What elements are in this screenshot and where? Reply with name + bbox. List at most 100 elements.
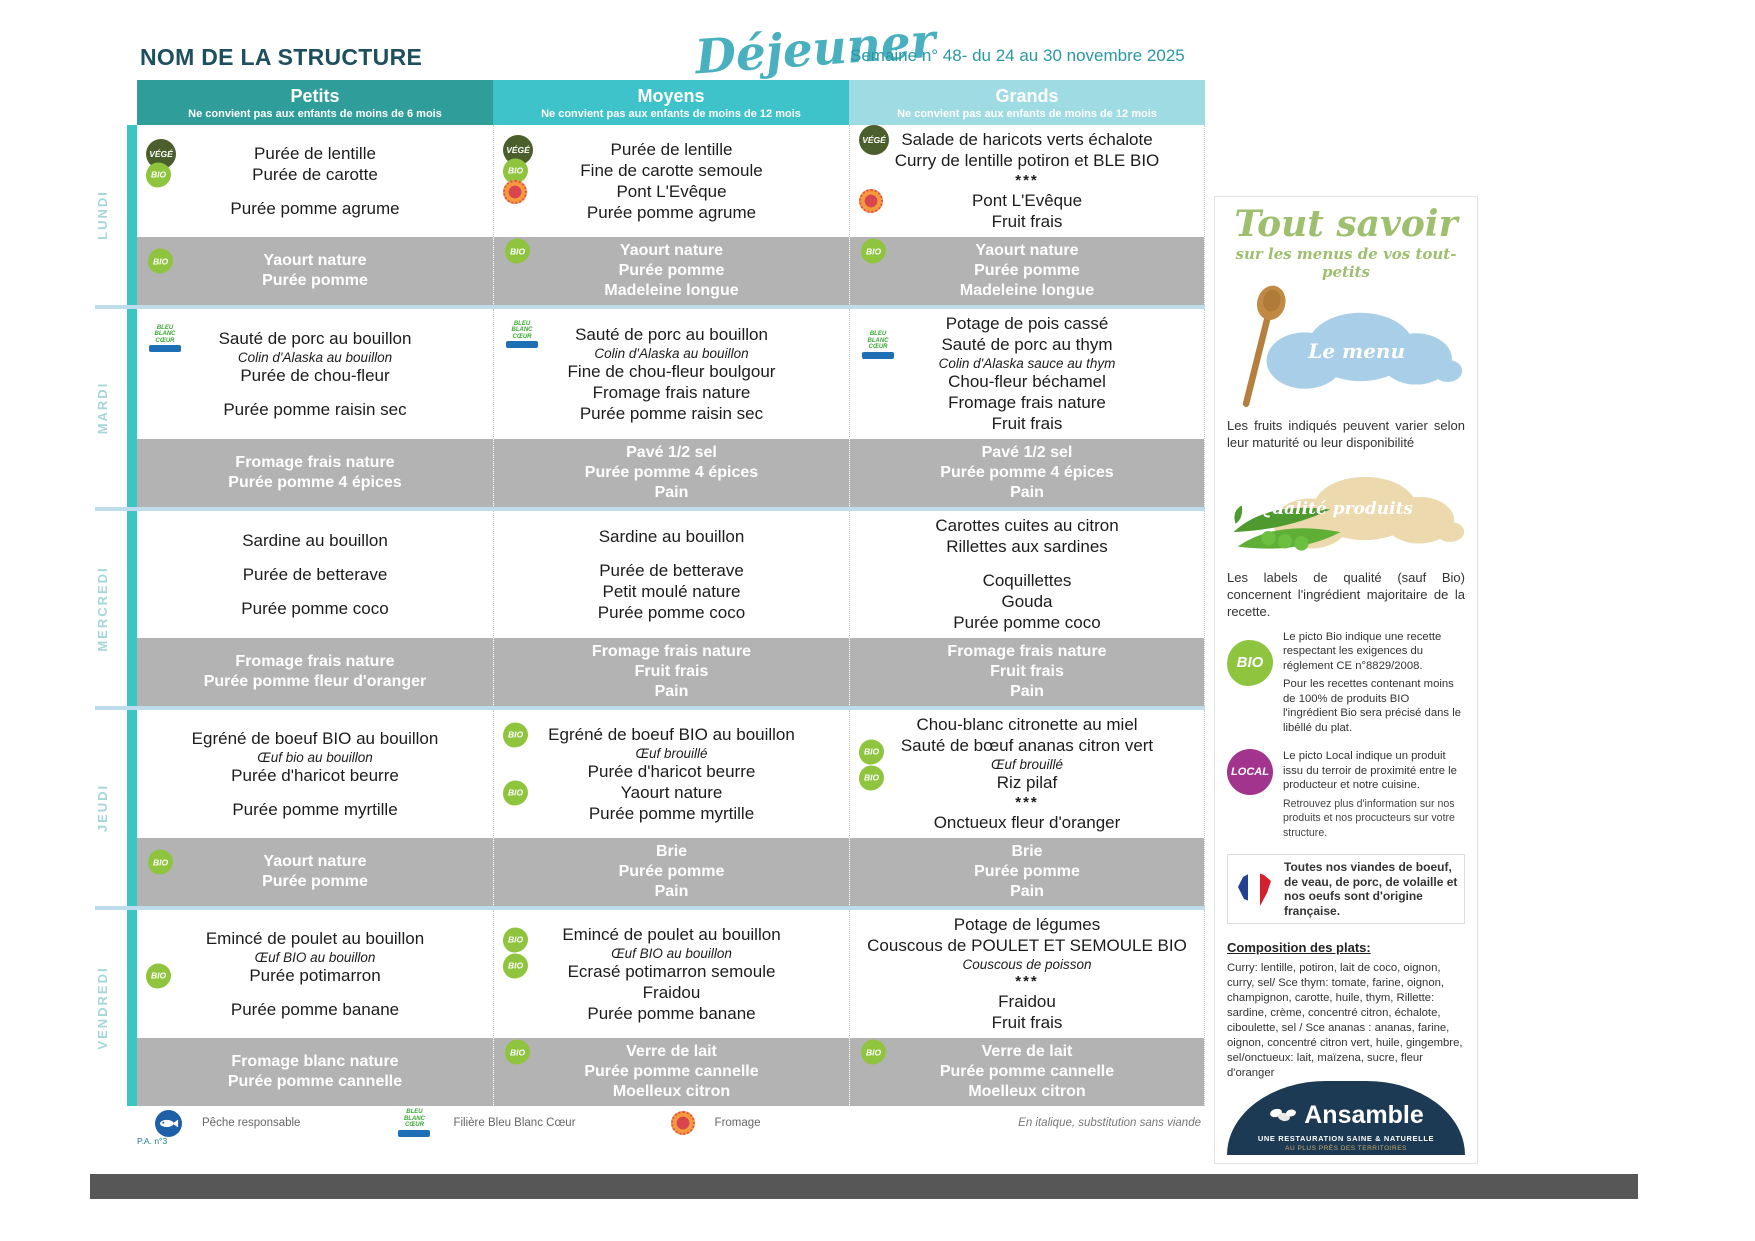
line-icons: BIO [861, 1039, 886, 1065]
snack-line: Purée pomme 4 épices [584, 464, 759, 481]
column-note: Ne convient pas aux enfants de moins de … [541, 108, 801, 120]
menu-line: BLEU BLANC CŒUR Sauté de porc au thym [854, 330, 1200, 360]
day-gutter: JEUDI [95, 710, 137, 906]
snack-line: Brie [1011, 843, 1043, 860]
bio-icon: BIO [148, 849, 173, 875]
column-header-moyens: Moyens Ne convient pas aux enfants de mo… [493, 80, 849, 125]
menu-items: VÉGÉ Salade de haricots verts échalote Cur… [850, 125, 1204, 237]
snack-line: Fromage frais nature [591, 643, 752, 660]
snack-line: Fromage frais nature [947, 643, 1107, 660]
snack-band: Fromage frais nature Purée pomme 4 épices [137, 439, 493, 507]
snack-line: BIO Yaourt nature [143, 248, 487, 274]
menu-line [141, 586, 489, 598]
ansamble-wordmark: Ansamble [1304, 1101, 1424, 1130]
menu-cell-lundi-moyens: VÉGÉ Purée de lentille BIO Fine de carotte … [493, 125, 849, 305]
menu-cell-vendredi-moyens: Emincé de poulet au bouillon BIO BIO Œuf BI… [493, 910, 849, 1106]
menu-line: BLEU BLANC CŒUR Sauté de porc au bouillon [141, 323, 489, 354]
menu-line: Curry de lentille potiron et BLE BIO [894, 151, 1160, 170]
blue-cloud-shape [1266, 312, 1463, 389]
menu-line: Ecrasé potimarron semoule [567, 961, 776, 981]
day-row-mardi: MARDI BLEU BLANC CŒUR Sauté de porc au bouil… [95, 309, 1205, 507]
bio-text-2: Pour les recettes contenant moins de 100… [1283, 678, 1461, 734]
menu-line: Fine de chou-fleur boulgour [567, 361, 776, 381]
menu-items: Emincé de poulet au bouillon BIO BIO Œuf BI… [494, 910, 849, 1038]
day-separator [95, 507, 1205, 511]
snack-band: Fromage frais nature Purée pomme fleur d'… [137, 638, 493, 706]
day-label: MARDI [95, 381, 110, 435]
menu-items: Potage de pois cassé BLEU BLANC CŒUR Sauté d… [850, 309, 1204, 439]
menu-line: VÉGÉ Purée de lentille [498, 134, 845, 165]
menu-line [141, 186, 489, 198]
menu-items: Emincé de poulet au bouillon Œuf BIO au b… [137, 910, 493, 1038]
day-gutter: VENDREDI [95, 910, 137, 1106]
menu-line: Purée pomme raisin sec [223, 399, 407, 419]
snack-band: BIO Yaourt nature Purée pomme Madeleine lon… [494, 237, 849, 305]
snack-band: Pavé 1/2 sel Purée pomme 4 épices Pain [494, 439, 849, 507]
local-text-2: Retrouvez plus d'information sur nos pro… [1283, 797, 1455, 839]
aop-cheese-icon [670, 1111, 695, 1135]
menu-line: Fromage frais nature [948, 393, 1106, 412]
menu-line: VÉGÉ Purée de lentille [141, 138, 489, 169]
snack-line: Moelleux citron [612, 1083, 731, 1100]
local-text-1: Le picto Local indique un produit issu d… [1283, 750, 1457, 792]
menu-line: Fraidou [998, 992, 1056, 1011]
snack-line: Pain [654, 484, 689, 501]
snack-band: BIO Yaourt nature Purée pomme Madeleine lon… [850, 237, 1204, 305]
menu-cell-jeudi-petits: Egréné de boeuf BIO au bouillon Œuf bio a… [137, 710, 493, 906]
line-icons: BIO BIO [503, 927, 528, 979]
snack-line: Purée pomme [262, 873, 368, 890]
snack-line: Fruit frais [990, 663, 1064, 680]
week-label: Semaine n° 48- du 24 au 30 novembre 2025 [850, 46, 1185, 65]
menu-line: Purée de chou-fleur [240, 365, 390, 385]
menu-items: Egréné de boeuf BIO au bouillon Œuf bio a… [137, 710, 493, 838]
menu-line: Fruit frais [991, 212, 1063, 231]
line-icons: BLEU BLANC CŒUR [146, 323, 184, 354]
line-icons: BIO [503, 158, 528, 183]
line-icons: BIO [146, 963, 171, 988]
column-header-petits: Petits Ne convient pas aux enfants de mo… [137, 80, 493, 125]
snack-line: Purée pomme 4 épices [940, 464, 1114, 481]
snack-line: Purée pomme cannelle [584, 1063, 759, 1080]
day-row-lundi: LUNDI VÉGÉ Purée de lentille BIO Purée de ca… [95, 125, 1205, 305]
bio-icon: BIO [861, 238, 886, 264]
menu-cell-jeudi-moyens: BIO Egréné de boeuf BIO au bouillon Œuf br… [493, 710, 849, 906]
snack-line: Fromage frais nature [235, 454, 395, 471]
gutter-spacer [95, 80, 137, 125]
line-icons: BIO [861, 238, 886, 264]
snack-line: Pain [1010, 683, 1044, 700]
snack-line: Madeleine longue [604, 282, 739, 299]
column-note: Ne convient pas aux enfants de moins de … [897, 108, 1157, 120]
menu-line: Fromage frais nature [592, 382, 751, 402]
menu-line: Riz pilaf [996, 773, 1058, 792]
snack-line: Purée pomme [974, 262, 1080, 279]
menu-line: Œuf bio au bouillon [257, 749, 373, 765]
snack-line: Purée pomme [618, 863, 725, 880]
line-icons: BIO [503, 780, 528, 805]
menu-items: VÉGÉ Purée de lentille BIO Fine de carotte … [494, 125, 849, 237]
column-title: Grands [995, 86, 1059, 106]
day-separator [95, 906, 1205, 910]
bio-icon: BIO [146, 963, 171, 988]
snack-band: BIO Yaourt nature Purée pomme [137, 838, 493, 906]
menu-line: Couscous de POULET ET SEMOULE BIO [867, 936, 1187, 955]
line-icons: BIO [505, 1039, 530, 1065]
menu-line: BIO Purée de carotte [141, 162, 489, 187]
menu-line [141, 387, 489, 399]
menu-line: *** [1015, 794, 1039, 811]
bio-explanation-row: BIO Le picto Bio indique une recette res… [1227, 630, 1465, 740]
menu-line: Fruit frais [991, 1013, 1063, 1032]
snack-line: Purée pomme [974, 863, 1080, 880]
bleu-blanc-coeur-icon: BLEU BLANC CŒUR [395, 1108, 434, 1138]
snack-line: Purée pomme cannelle [939, 1063, 1115, 1080]
menu-line: Chou-fleur béchamel [948, 372, 1106, 391]
line-icons: BLEU BLANC CŒUR [859, 330, 897, 360]
bio-icon: BIO [503, 722, 528, 747]
menu-line: Pont L'Evêque [854, 189, 1200, 213]
menu-cell-mardi-moyens: BLEU BLANC CŒUR Sauté de porc au bouillon Co… [493, 309, 849, 507]
day-row-vendredi: VENDREDI Emincé de poulet au bouillon Œuf … [95, 910, 1205, 1106]
menu-line: VÉGÉ Salade de haricots verts échalote [854, 125, 1200, 155]
snack-band: Fromage frais nature Fruit frais Pain [494, 638, 849, 706]
weekly-menu-table: Petits Ne convient pas aux enfants de mo… [95, 80, 1205, 1146]
day-label: VENDREDI [95, 966, 110, 1050]
